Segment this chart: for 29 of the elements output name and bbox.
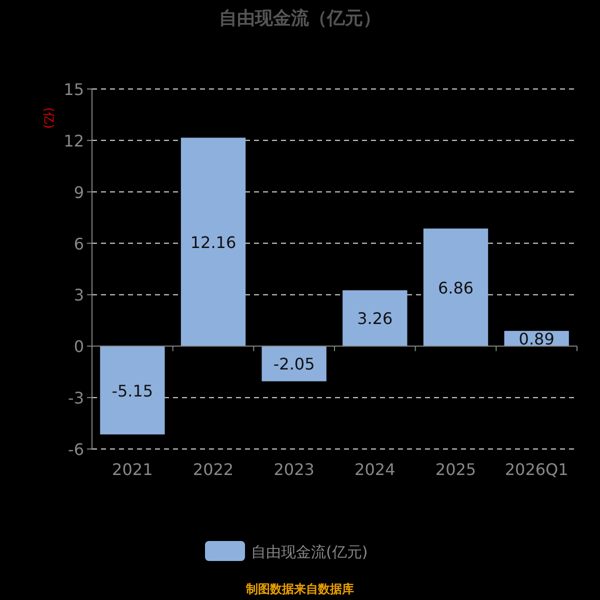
bar: [342, 290, 408, 346]
bar: [100, 346, 165, 434]
bar: [423, 228, 488, 346]
x-tick-label: 2025: [435, 460, 476, 479]
y-tick-label: 15: [64, 80, 84, 99]
x-tick-label: 2026Q1: [504, 460, 568, 479]
data-label: -5.15: [112, 381, 154, 400]
data-label: -2.05: [273, 354, 315, 374]
bar: [180, 138, 246, 346]
x-tick-label: 2023: [274, 460, 314, 479]
y-tick-label: 3: [74, 286, 84, 305]
data-label: 0.89: [518, 330, 554, 349]
x-tick-label: 2021: [112, 460, 153, 479]
legend-label: 自由现金流(亿元): [251, 543, 368, 561]
text: 制图数据来自数据库: [245, 582, 354, 596]
data-label: 6.86: [438, 278, 474, 298]
y-tick-label: 6: [74, 234, 84, 254]
data-label: 3.26: [357, 309, 393, 328]
bar: [262, 346, 326, 382]
y-tick-label: 12: [64, 131, 84, 150]
y-tick-label: -3: [68, 388, 84, 408]
chart-title: 自由现金流（亿元）: [219, 8, 381, 29]
y-tick-label: -6: [68, 440, 84, 459]
data-label: 12.16: [190, 232, 236, 252]
x-tick-label: 2022: [192, 460, 234, 479]
y-tick-label: 0: [74, 337, 84, 356]
x-tick-label: 2024: [354, 460, 396, 479]
y-axis-title: (亿): [42, 107, 56, 129]
y-tick-label: 9: [74, 182, 84, 202]
